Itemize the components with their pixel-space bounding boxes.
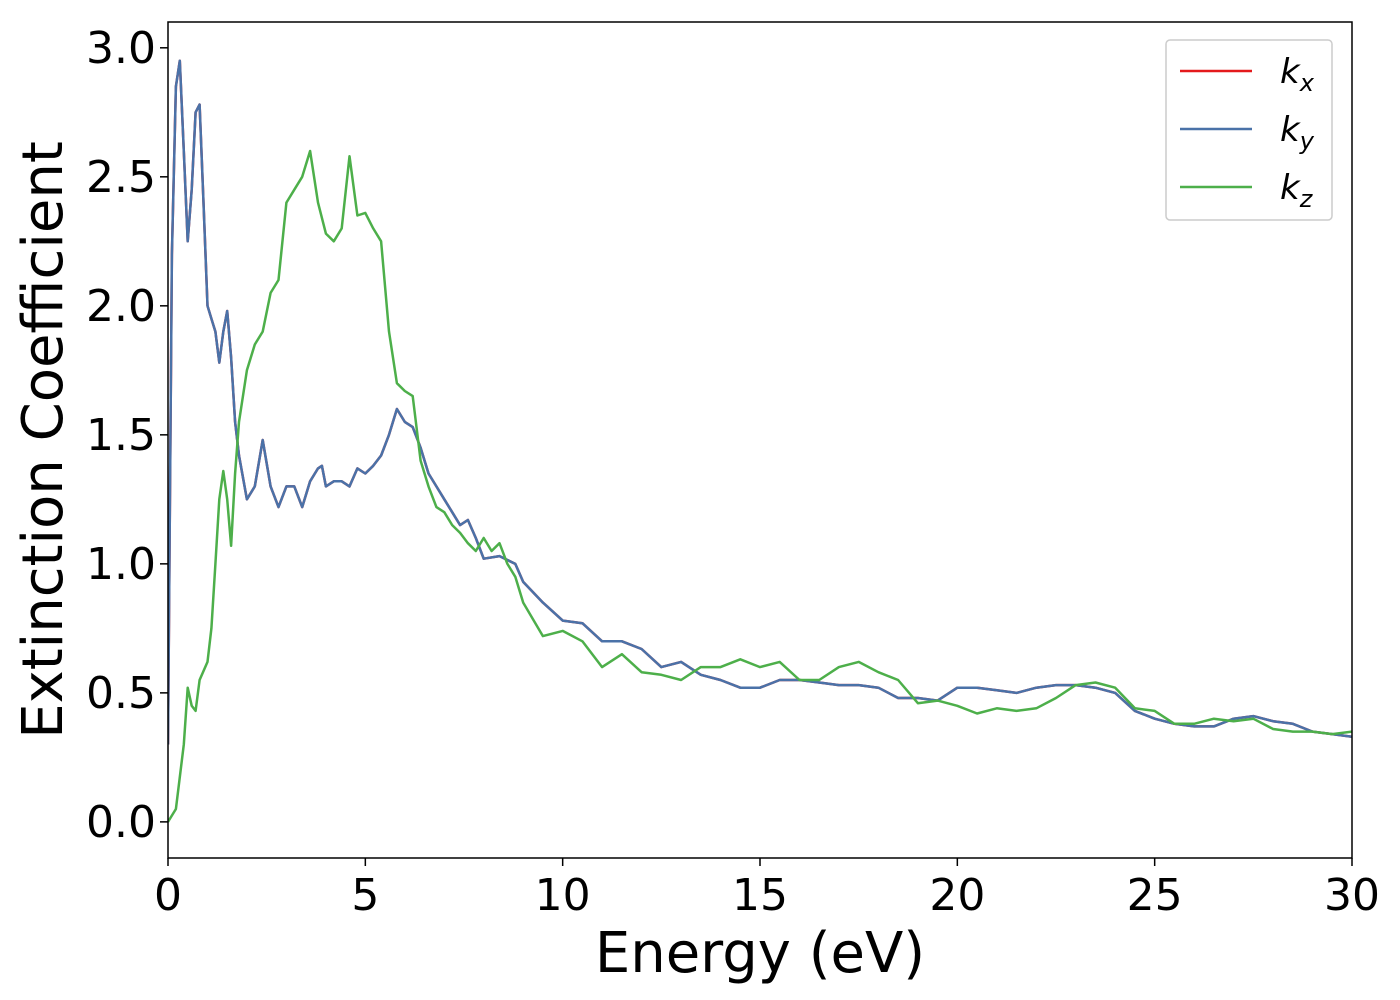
y-tick-label: 0.0	[86, 797, 156, 848]
x-tick-label: 5	[351, 870, 379, 921]
y-axis-label: Extinction Coefficient	[11, 141, 76, 739]
y-tick-label: 2.5	[86, 152, 156, 203]
x-tick-label: 20	[929, 870, 985, 921]
legend-entry: ky	[1280, 110, 1315, 155]
y-tick-label: 1.0	[86, 539, 156, 590]
series-line-ky	[168, 59, 1352, 745]
y-tick-label: 3.0	[86, 23, 156, 74]
x-tick-label: 0	[154, 870, 182, 921]
x-tick-label: 15	[732, 870, 788, 921]
series-line-kz	[168, 149, 1352, 823]
y-axis: 0.0 0.5 1.0 1.5 2.0 2.5 3.0	[86, 23, 168, 848]
x-tick-label: 10	[535, 870, 591, 921]
x-tick-label: 25	[1127, 870, 1183, 921]
y-tick-label: 0.5	[86, 668, 156, 719]
x-tick-label: 30	[1324, 870, 1380, 921]
x-axis-label: Energy (eV)	[595, 921, 925, 986]
y-tick-label: 2.0	[86, 281, 156, 332]
legend: kx ky kz	[1165, 39, 1333, 221]
legend-entry: kx	[1280, 52, 1315, 97]
legend-entry: kz	[1280, 168, 1314, 213]
series-layer	[168, 59, 1352, 823]
y-tick-label: 1.5	[86, 410, 156, 461]
x-axis: 0 5 10 15 20 25 30	[154, 858, 1380, 921]
